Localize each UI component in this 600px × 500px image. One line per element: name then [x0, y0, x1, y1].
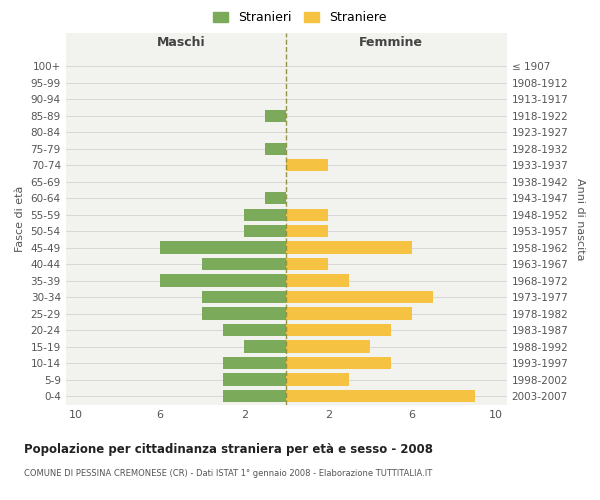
Bar [286, 258, 328, 270]
Bar [244, 225, 286, 237]
Y-axis label: Anni di nascita: Anni di nascita [575, 178, 585, 260]
Bar [223, 374, 286, 386]
Bar [286, 340, 370, 353]
Bar [286, 159, 328, 172]
Bar [286, 208, 328, 221]
Bar [286, 274, 349, 287]
Legend: Stranieri, Straniere: Stranieri, Straniere [208, 6, 392, 29]
Bar [286, 308, 412, 320]
Bar [286, 374, 349, 386]
Text: Femmine: Femmine [359, 36, 423, 49]
Text: Maschi: Maschi [157, 36, 205, 49]
Bar [286, 225, 328, 237]
Bar [286, 291, 433, 304]
Text: Popolazione per cittadinanza straniera per età e sesso - 2008: Popolazione per cittadinanza straniera p… [24, 442, 433, 456]
Bar [202, 258, 286, 270]
Bar [286, 242, 412, 254]
Bar [160, 242, 286, 254]
Y-axis label: Fasce di età: Fasce di età [15, 186, 25, 252]
Bar [223, 324, 286, 336]
Bar [286, 390, 475, 402]
Bar [244, 340, 286, 353]
Bar [286, 324, 391, 336]
Text: COMUNE DI PESSINA CREMONESE (CR) - Dati ISTAT 1° gennaio 2008 - Elaborazione TUT: COMUNE DI PESSINA CREMONESE (CR) - Dati … [24, 468, 432, 477]
Bar [223, 357, 286, 370]
Bar [202, 291, 286, 304]
Bar [202, 308, 286, 320]
Bar [160, 274, 286, 287]
Bar [265, 142, 286, 155]
Bar [223, 390, 286, 402]
Bar [244, 208, 286, 221]
Bar [265, 192, 286, 204]
Bar [286, 357, 391, 370]
Bar [265, 110, 286, 122]
